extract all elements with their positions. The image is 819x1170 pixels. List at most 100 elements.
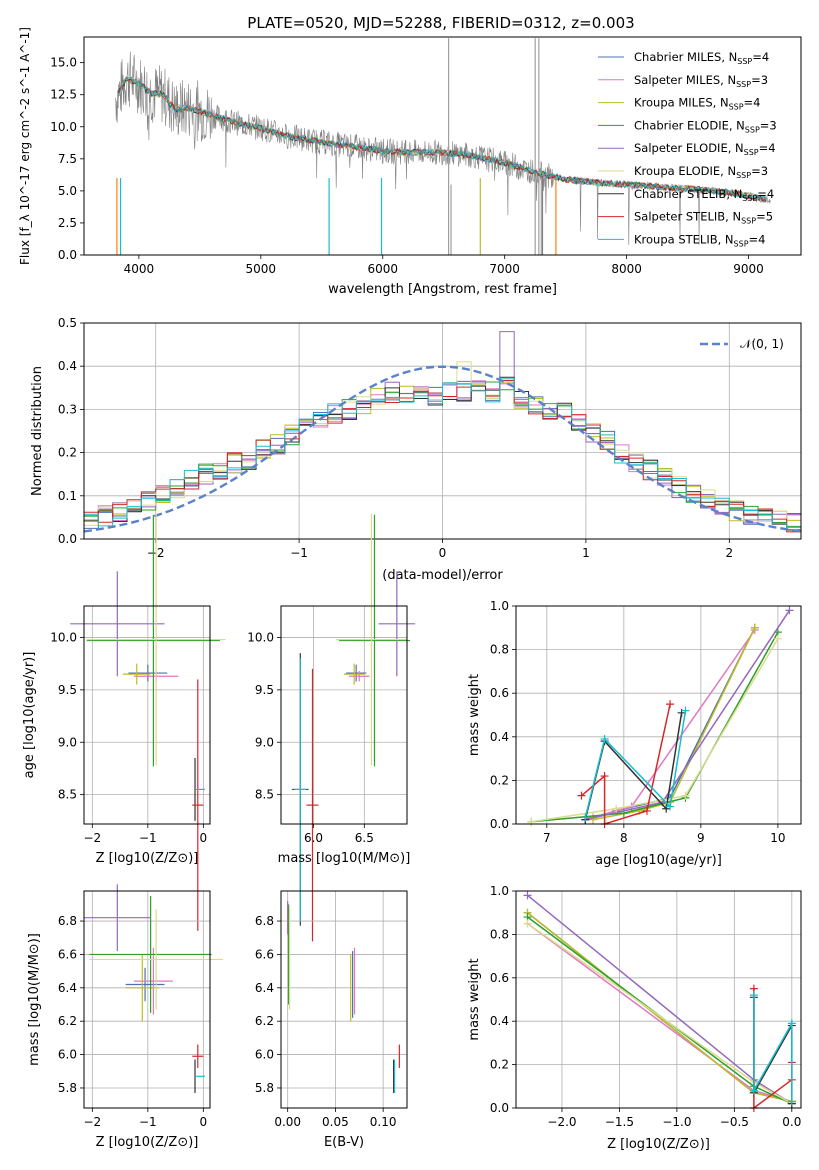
weight-vs-metallicity-ytick-label-1: 0.2 [490,1058,509,1072]
age-vs-mass-axes: 6.0 6.5 8.5 9.0 9.5 10.0 mass [log10(M/M⊙)] [247,513,416,942]
legend-nssp-prefix-0: , N [721,50,737,64]
residual-histogram-ytick-label-1: 0.1 [58,489,77,503]
mass-vs-metallicity-errorbar-3 [89,896,212,1013]
mass-vs-metallicity-errorbar-4 [84,884,151,952]
spectrum-ytick-label-5: 12.5 [50,88,77,102]
age-vs-mass-frame [280,605,408,825]
weight-vs-metallicity-xtick-label-4: 0.0 [782,1115,801,1129]
legend-series-name-2: Kroupa MILES [634,96,713,110]
residual-histogram-ytick-label-4: 0.4 [58,359,77,373]
mass-vs-ebv-ytick-label-5: 6.8 [255,914,274,928]
legend-series-name-1: Salpeter MILES [634,73,720,87]
legend-nssp-value-2: =4 [744,96,761,110]
spectrum-ytick-label-2: 5.0 [58,184,77,198]
weight-vs-metallicity-xtick-label-0: −2.0 [547,1115,576,1129]
weight-vs-age-frame [515,605,802,825]
mass-vs-metallicity-ytick-label-1: 6.0 [58,1048,77,1062]
legend-nssp-value-8: =4 [749,232,766,246]
weight-vs-age-ytick-label-0: 0.0 [490,817,509,831]
mass-vs-ebv-xtick-label-1: 0.05 [322,1115,349,1129]
weight-vs-metallicity-ytick-label-2: 0.4 [490,1014,509,1028]
legend-nssp-value-7: =5 [756,210,773,224]
residual-histogram-frame [83,322,802,540]
age-vs-metallicity-plot-area [70,513,226,931]
model-spectrum-line-7 [117,76,767,202]
spectrum-axes: 4000 5000 6000 7000 8000 9000 0.0 2.5 5.0 7.5 10.0… [18,27,802,297]
weight-vs-age-xlabel: age [log10(age/yr)] [595,853,722,868]
age-vs-metallicity-xtick-label-2: 0 [200,831,208,845]
legend-entry-0: Chabrier MILES, NSSP=4 [634,50,769,66]
legend-nssp-prefix-2: , N [713,96,729,110]
mass-vs-metallicity-errorbar-7 [192,1044,204,1068]
age-vs-mass-xtick-label-1: 6.5 [355,831,374,845]
weight-vs-metallicity-ytick-label-0: 0.0 [490,1101,509,1115]
spectrum-ytick-label-1: 2.5 [58,216,77,230]
weight-vs-age-marker-7-0 [577,791,586,800]
legend-nssp-subscript-1: SSP [736,80,751,89]
legend-nssp-value-1: =3 [751,73,768,87]
legend-nssp-prefix-3: , N [729,118,745,132]
legend-nssp-subscript-6: SSP [742,194,757,203]
age-vs-mass-ytick-label-3: 10.0 [247,630,274,644]
weight-vs-age-marker-5-3 [773,634,782,643]
mass-vs-ebv-axes: 0.00 0.05 0.10 5.8 6.0 6.2 6.4 6.6 6.8 E(B-V) [255,890,408,1150]
age-vs-mass-plot-area [292,513,416,942]
residual-histogram-ytick-label-3: 0.3 [58,402,77,416]
mass-vs-metallicity-errorbar-5 [89,909,223,1010]
weight-vs-age-marker-4-2 [785,606,794,615]
weight-vs-age-marker-7-4 [666,700,675,709]
mass-vs-ebv-ytick-label-1: 6.0 [255,1048,274,1062]
weight-vs-metallicity-marker-8-0 [749,991,758,1000]
weight-vs-metallicity-ytick-label-3: 0.6 [490,971,509,985]
mass-vs-metallicity-ytick-label-2: 6.2 [58,1014,77,1028]
mass-vs-metallicity-xtick-label-0: −2 [83,1115,101,1129]
residual-histogram-xtick-label-1: −1 [290,546,308,560]
age-vs-mass-errorbar-8 [294,658,307,921]
age-vs-mass-errorbar-1 [349,670,370,682]
age-vs-metallicity-errorbar-2 [122,663,151,685]
age-vs-metallicity-ytick-label-0: 8.5 [58,788,77,802]
age-vs-metallicity-ytick-label-1: 9.0 [58,735,77,749]
mass-vs-ebv-xtick-label-2: 0.10 [370,1115,397,1129]
mass-vs-metallicity-errorbar-2 [125,954,159,1022]
weight-vs-metallicity-xtick-label-1: −1.5 [605,1115,634,1129]
weight-vs-age-xtick-label-0: 7 [543,831,551,845]
spectrum-ytick-label-0: 0.0 [58,248,77,262]
legend-entry-8: Kroupa STELIB, NSSP=4 [634,232,765,248]
weight-vs-metallicity-marker-5-0 [523,919,532,928]
age-vs-metallicity-errorbar-7 [192,679,204,931]
mass-vs-ebv-ytick-label-2: 6.2 [255,1014,274,1028]
mass-vs-metallicity-xtick-label-1: −1 [139,1115,157,1129]
mass-vs-ebv-ytick-label-4: 6.6 [255,947,274,961]
legend-entry-6: Chabrier STELIB, NSSP=4 [634,187,774,203]
age-vs-mass-errorbar-5 [335,513,407,766]
age-vs-mass-xlabel: mass [log10(M/M⊙)] [278,851,411,866]
mass-vs-ebv-plot-area [287,901,400,1093]
mass-vs-metallicity-ytick-label-3: 6.4 [58,981,77,995]
weight-vs-age-marker-8-0 [581,813,590,822]
weight-vs-age-axes: 7 8 9 10 0.0 0.2 0.4 0.6 0.8 1.0 age [log10(age/yr… [467,599,802,868]
mass-vs-metallicity-xtick-label-2: 0 [200,1115,208,1129]
weight-vs-age-marker-2-0 [589,815,598,824]
legend-nssp-value-5: =3 [751,164,768,178]
age-vs-mass-xtick-label-0: 6.0 [304,831,323,845]
residual-histogram-xtick-label-4: 2 [725,546,733,560]
mass-vs-ebv-ytick-label-3: 6.4 [255,981,274,995]
residual-histogram-ytick-label-0: 0.0 [58,532,77,546]
spectrum-xtick-label-3: 7000 [489,262,520,276]
legend-entry-4: Salpeter ELODIE, NSSP=4 [634,141,776,157]
weight-vs-age-marker-8-2 [666,802,675,811]
legend-nssp-prefix-1: , N [720,73,736,87]
spectrum-xtick-label-5: 9000 [733,262,764,276]
mass-vs-metallicity-xlabel: Z [log10(Z/Z⊙)] [96,1135,199,1150]
age-vs-mass-errorbar-3 [338,514,411,767]
weight-vs-age-ytick-label-2: 0.4 [490,730,509,744]
age-vs-metallicity-xlabel: Z [log10(Z/Z⊙)] [96,851,199,866]
weight-vs-metallicity-line-8 [753,995,793,1102]
weight-vs-age-ytick-label-1: 0.2 [490,773,509,787]
legend-nssp-value-6: =4 [757,187,774,201]
legend-nssp-prefix-6: , N [726,187,742,201]
mass-vs-ebv-xtick-label-0: 0.00 [274,1115,301,1129]
